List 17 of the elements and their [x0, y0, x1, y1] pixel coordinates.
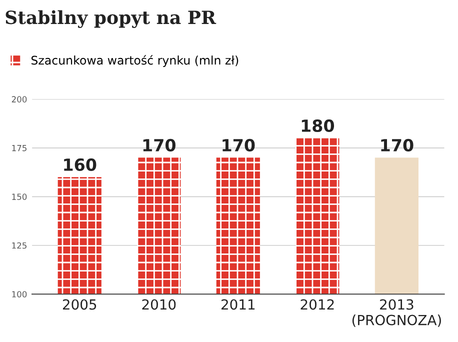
x-tick-label: 2013 (PROGNOZA) [352, 299, 441, 327]
legend-label: Szacunkowa wartość rynku (mln zł) [31, 55, 238, 67]
y-tick-label: 125 [12, 242, 26, 249]
x-tick-label: 2011 [222, 299, 255, 310]
chart-title: Stabilny popyt na PR [6, 10, 216, 28]
y-tick-label: 150 [12, 194, 27, 200]
y-tick-label: 175 [12, 145, 26, 152]
x-tick-label: 2012 [300, 299, 334, 310]
x-tick-label: 2005 [62, 299, 96, 310]
y-tick-label: 100 [12, 291, 27, 298]
data-label: 160 [64, 158, 96, 172]
data-label: 170 [381, 138, 414, 152]
data-label: 170 [143, 138, 176, 152]
x-tick-label: 2010 [142, 299, 176, 310]
y-tick-label: 200 [12, 96, 27, 102]
data-label: 180 [302, 119, 334, 132]
data-label: 170 [222, 138, 255, 152]
